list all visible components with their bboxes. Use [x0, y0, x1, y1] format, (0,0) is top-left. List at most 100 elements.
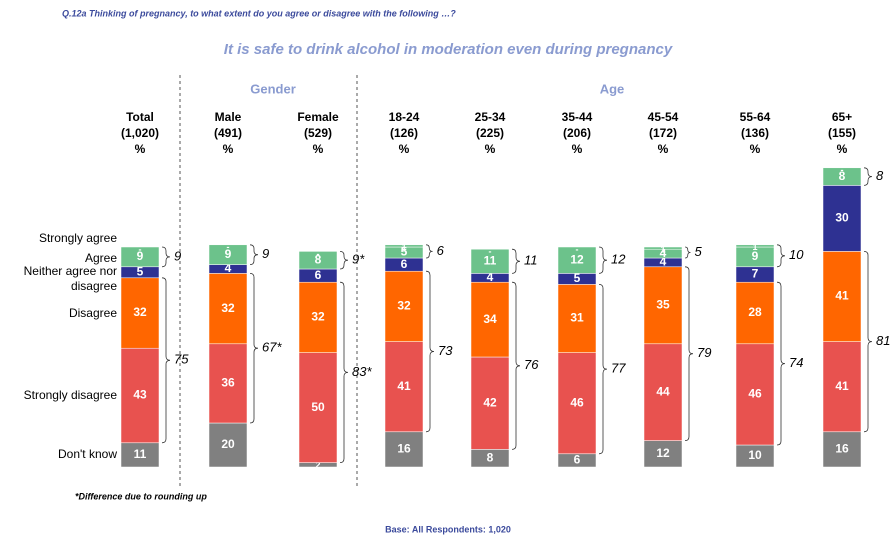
segment-label: 5 — [401, 245, 408, 259]
agree-brace — [425, 244, 433, 259]
agree-brace — [776, 244, 786, 268]
column-unit: % — [399, 142, 410, 156]
segment-label: 46 — [748, 387, 762, 401]
bar-segment — [557, 284, 597, 353]
segment-label: 34 — [483, 312, 497, 326]
bar-segment — [384, 244, 424, 248]
bar-segment — [120, 246, 160, 268]
agree-brace-label: 8 — [876, 168, 884, 183]
segment-label: 10 — [748, 448, 762, 462]
bar-segment — [384, 341, 424, 433]
column-label: Total — [126, 110, 154, 124]
bar-segment — [470, 356, 510, 450]
segment-label: 36 — [221, 376, 235, 390]
segment-label: 46 — [570, 395, 584, 409]
column-label: 25-34 — [475, 110, 506, 124]
segment-label: 32 — [397, 299, 411, 313]
row-label: Don't know — [58, 447, 117, 462]
segment-label: 41 — [835, 379, 849, 393]
segment-label: 41 — [397, 379, 411, 393]
segment-label: 8 — [487, 450, 494, 464]
bar-segment — [208, 343, 248, 424]
segment-label: 28 — [748, 305, 762, 319]
segment-label: 12 — [570, 252, 584, 266]
segment-label: - — [317, 249, 320, 259]
base-note: Base: All Respondents: 1,020 — [385, 524, 511, 534]
segment-label: - — [841, 165, 844, 175]
segment-label: 32 — [133, 305, 147, 319]
segment-label: 8 — [839, 169, 846, 183]
segment-label: 20 — [221, 437, 235, 451]
segment-label: 9 — [225, 247, 232, 261]
agree-brace-label: 6 — [437, 243, 445, 258]
disagree-brace — [863, 251, 873, 433]
bar-segment — [822, 185, 862, 252]
disagree-brace-label: 75 — [174, 352, 189, 367]
segment-label: 4 — [660, 255, 667, 269]
column-base: (136) — [741, 126, 769, 140]
segment-label: 42 — [483, 395, 497, 409]
column-label: 18-24 — [389, 110, 420, 124]
agree-brace-label: 12 — [611, 252, 626, 267]
segment-label: 4 — [487, 270, 494, 284]
disagree-brace-label: 67* — [262, 340, 282, 355]
disagree-brace-label: 79 — [697, 345, 711, 360]
bar-segment — [470, 248, 510, 274]
column-base: (1,020) — [121, 126, 159, 140]
disagree-brace-label: 81 — [876, 333, 890, 348]
column-unit: % — [135, 142, 146, 156]
segment-label: 8 — [315, 252, 322, 266]
bar-segment — [643, 246, 683, 250]
segment-label: 4 — [225, 261, 232, 275]
segment-label: - — [227, 242, 230, 252]
disagree-brace — [161, 277, 171, 444]
segment-label: 12 — [656, 446, 670, 460]
bar-segment — [208, 273, 248, 345]
agree-brace-label: 5 — [695, 244, 703, 259]
segment-label: 50 — [311, 400, 325, 414]
bar-segment — [298, 251, 338, 270]
row-label: Neither agree nor disagree — [23, 264, 117, 294]
disagree-brace — [339, 281, 349, 463]
column-unit: % — [223, 142, 234, 156]
agree-brace-label: 9* — [352, 252, 365, 267]
bar-segment — [643, 266, 683, 345]
column-unit: % — [750, 142, 761, 156]
agree-brace — [684, 246, 691, 259]
column-label: 45-54 — [648, 110, 679, 124]
question: Q.12a Thinking of pregnancy, to what ext… — [62, 8, 456, 18]
segment-label: 1 — [401, 242, 406, 252]
segment-label: 16 — [397, 442, 411, 456]
bar-segment — [822, 251, 862, 342]
segment-label: 41 — [835, 289, 849, 303]
bar-segment — [643, 343, 683, 441]
segment-label: 31 — [570, 311, 584, 325]
segment-label: 16 — [835, 442, 849, 456]
bar-segment — [120, 442, 160, 468]
bar-segment — [470, 281, 510, 358]
group-label: Gender — [250, 81, 296, 96]
segment-label: 32 — [311, 310, 325, 324]
row-label: Strongly agree — [38, 231, 117, 245]
column-label: 35-44 — [562, 110, 593, 124]
bar-segment — [735, 281, 775, 345]
column-label: Male — [215, 110, 242, 124]
segment-label: 30 — [835, 211, 849, 225]
segment-label: 11 — [484, 253, 497, 267]
segment-label: 44 — [656, 384, 670, 398]
segment-label: 6 — [401, 257, 408, 271]
disagree-brace — [684, 266, 694, 441]
column-unit: % — [658, 142, 669, 156]
segment-label: 9 — [137, 249, 144, 263]
disagree-brace-label: 83* — [352, 364, 372, 379]
bar-segment — [298, 281, 338, 353]
column-base: (206) — [563, 126, 591, 140]
column-base: (529) — [304, 126, 332, 140]
column-base: (225) — [476, 126, 504, 140]
disagree-brace-label: 73 — [438, 343, 453, 358]
agree-brace-label: 10 — [789, 247, 804, 262]
column-label: 55-64 — [740, 110, 771, 124]
disagree-brace — [425, 270, 435, 433]
bar-segment — [735, 244, 775, 248]
disagree-brace — [249, 273, 259, 424]
